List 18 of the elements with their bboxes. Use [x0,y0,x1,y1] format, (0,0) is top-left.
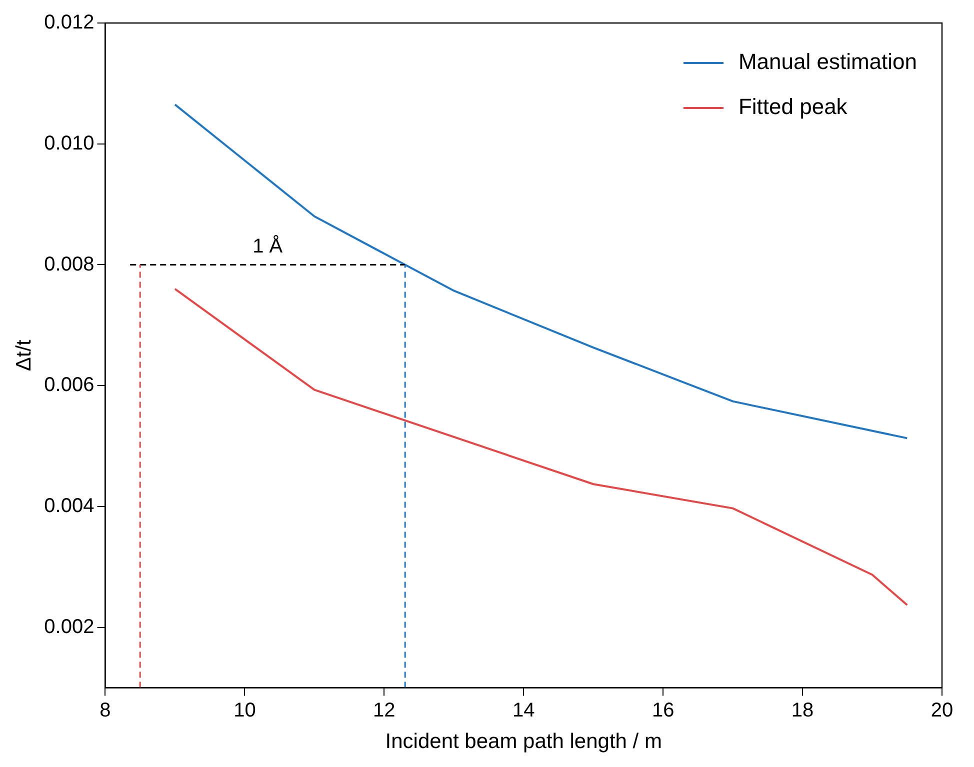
y-tick-label: 0.006 [44,374,94,396]
x-tick-label: 8 [100,699,111,722]
y-tick-label: 0.002 [44,616,94,638]
legend-label: Fitted peak [738,94,848,120]
x-axis-title: Incident beam path length / m [385,730,662,754]
x-tick-label: 20 [930,699,954,722]
x-tick-label: 18 [791,699,814,722]
x-tick-label: 12 [373,699,396,722]
y-axis-title: Δt/t [12,339,36,372]
y-tick-label: 0.012 [44,12,94,34]
y-tick-label: 0.008 [44,253,94,276]
y-tick-label: 0.010 [44,132,94,154]
legend-label: Manual estimation [738,49,918,74]
y-tick-label: 0.004 [44,495,94,518]
x-tick-label: 16 [652,699,674,722]
x-tick-label: 10 [234,699,256,722]
ref-line-label: 1 Å [252,234,284,258]
x-tick-label: 14 [512,699,535,722]
